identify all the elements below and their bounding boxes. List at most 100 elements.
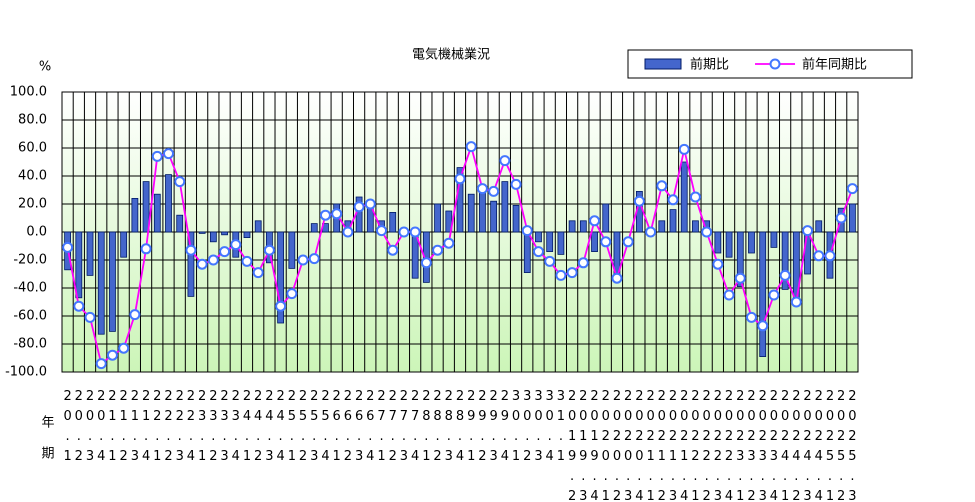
- marker: [140, 243, 152, 255]
- marker: [544, 255, 556, 267]
- x-tick-label: 30.1: [509, 389, 524, 469]
- marker: [802, 225, 814, 237]
- bar: [209, 231, 217, 243]
- bar: [153, 193, 161, 233]
- x-tick-label: 2024.4: [811, 389, 826, 502]
- marker: [118, 342, 130, 354]
- marker: [589, 215, 601, 227]
- bar: [557, 231, 565, 255]
- marker: [331, 208, 343, 220]
- legend-label: 前期比: [690, 57, 729, 73]
- marker: [129, 309, 141, 321]
- x-tick-label: 2023.3: [755, 389, 770, 502]
- marker: [600, 236, 612, 248]
- x-tick-label: 2022.4: [722, 389, 737, 502]
- marker: [790, 296, 802, 308]
- marker: [308, 253, 320, 265]
- x-tick-label: 22.1: [150, 389, 165, 469]
- marker: [409, 226, 421, 238]
- marker: [779, 269, 791, 281]
- x-tick-label: 2025.1: [822, 389, 837, 502]
- x-tick-label: 2019.4: [587, 389, 602, 502]
- bar: [669, 209, 677, 233]
- x-tick-label: 21.2: [116, 389, 131, 469]
- x-tick-label: 26.3: [352, 389, 367, 469]
- x-tick-label: 2024.2: [789, 389, 804, 502]
- x-tick-label: 2024.3: [800, 389, 815, 502]
- bar: [97, 231, 105, 335]
- legend-swatch: [644, 58, 682, 70]
- x-tick-label: 21.4: [139, 389, 154, 469]
- marker: [667, 194, 679, 206]
- bar: [75, 231, 83, 299]
- bar: [815, 220, 823, 233]
- x-tick-label: 26.2: [340, 389, 355, 469]
- bar: [467, 193, 475, 233]
- x-tick-label: 2020.3: [621, 389, 636, 502]
- marker: [745, 311, 757, 323]
- marker: [263, 244, 275, 256]
- bar: [434, 203, 441, 233]
- y-tick-label: -60.0: [13, 309, 47, 324]
- x-label-year: 年: [41, 416, 54, 431]
- marker: [734, 272, 746, 284]
- marker: [532, 246, 544, 258]
- marker: [723, 289, 735, 301]
- x-tick-label: 21.3: [127, 389, 142, 469]
- bar: [736, 231, 744, 287]
- bar: [142, 181, 150, 233]
- bar: [591, 231, 598, 253]
- x-tick-label: 21.1: [105, 389, 120, 469]
- marker: [376, 225, 388, 237]
- x-tick-label: 2021.4: [677, 389, 692, 502]
- x-tick-label: 29.3: [486, 389, 501, 469]
- marker: [241, 255, 253, 267]
- bar: [422, 231, 430, 283]
- marker: [106, 349, 118, 361]
- marker: [835, 212, 847, 224]
- x-tick-label: 2019.3: [576, 389, 591, 502]
- y-tick-label: -100.0: [5, 365, 47, 380]
- marker: [207, 254, 219, 266]
- bar: [221, 231, 228, 236]
- x-tick-label: 28.1: [419, 389, 434, 469]
- marker: [824, 250, 836, 262]
- bar: [848, 203, 856, 233]
- marker: [286, 288, 298, 300]
- marker: [342, 226, 354, 238]
- x-tick-label: 2020.2: [609, 389, 624, 502]
- x-tick-label: 23.1: [195, 389, 210, 469]
- x-tick-label: 2022.3: [710, 389, 725, 502]
- y-tick-label: -80.0: [13, 337, 47, 352]
- bar: [781, 231, 789, 290]
- x-tick-label: 2022.1: [688, 389, 703, 502]
- bar: [120, 231, 128, 258]
- bar: [692, 220, 699, 233]
- x-tick-label: 27.1: [374, 389, 389, 469]
- bar: [714, 231, 722, 254]
- x-tick-label: 30.2: [520, 389, 535, 469]
- x-tick-label: 26.4: [363, 389, 378, 469]
- marker: [353, 201, 365, 213]
- bar: [86, 231, 94, 276]
- marker: [185, 244, 197, 256]
- bar: [490, 200, 498, 233]
- x-tick-label: 29.1: [464, 389, 479, 469]
- marker: [622, 236, 634, 248]
- bar: [310, 223, 318, 233]
- x-tick-label: 20.2: [71, 389, 86, 469]
- marker: [476, 183, 488, 195]
- bar: [277, 231, 285, 324]
- marker: [577, 257, 589, 269]
- x-tick-label: 2022.2: [699, 389, 714, 502]
- marker: [151, 150, 163, 162]
- x-tick-label: 2025.2: [834, 389, 849, 502]
- bar: [725, 231, 733, 258]
- bar: [546, 231, 554, 253]
- marker: [555, 269, 567, 281]
- bar: [187, 231, 195, 297]
- marker: [566, 267, 578, 279]
- marker: [398, 226, 410, 238]
- x-tick-label: 22.4: [183, 389, 198, 469]
- x-tick-label: 27.2: [385, 389, 400, 469]
